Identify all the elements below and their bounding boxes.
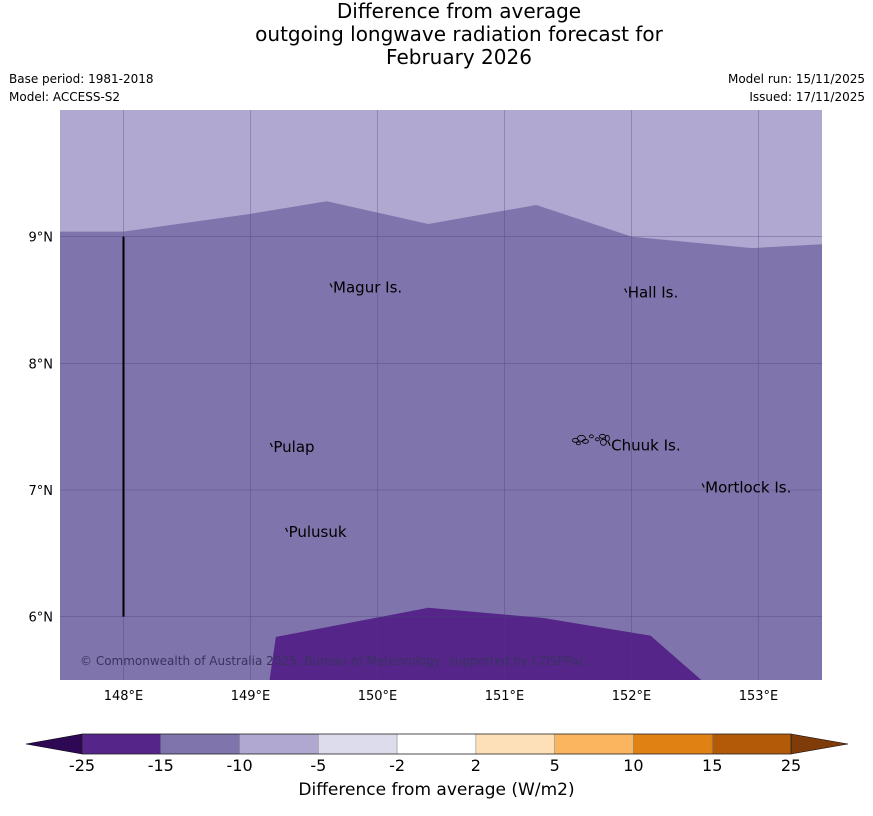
island-7 (605, 434, 610, 442)
map-plot-area: © Commonwealth of Australia 2025, Bureau… (29, 110, 822, 704)
issued-date: Issued: 17/11/2025 (749, 90, 865, 104)
colorbar-tick-5: 2 (471, 756, 481, 775)
title-line-2: outgoing longwave radiation forecast for (255, 22, 663, 46)
colorbar-tick-3: -5 (310, 756, 326, 775)
colorbar-tick-2: -10 (226, 756, 252, 775)
colorbar-tick-1: -15 (148, 756, 174, 775)
lon-tick-label-0: 148°E (104, 689, 144, 704)
colorbar-tick-0: -25 (69, 756, 95, 775)
colorbar-tick-9: 25 (781, 756, 801, 775)
island-mark-3 (607, 441, 611, 447)
lon-tick-label-5: 153°E (739, 689, 779, 704)
lon-tick-label-4: 152°E (612, 689, 652, 704)
colorbar-segment-0 (81, 733, 162, 755)
model-run: Model run: 15/11/2025 (727, 72, 865, 86)
colorbar-segment-7 (633, 733, 713, 755)
island-2 (582, 438, 589, 444)
map-canvas: © Commonwealth of Australia 2025, Bureau… (25, 110, 849, 775)
meta-left: Base period: 1981-2018 Model: ACCESS-S2 (9, 70, 154, 106)
island-8 (576, 441, 581, 446)
island-mark-4 (701, 483, 705, 488)
colorbar-extend-high (790, 733, 849, 755)
chuuk-islands-outline (572, 433, 610, 446)
meta-right: Model run: 15/11/2025 Issued: 17/11/2025 (728, 70, 865, 106)
island-6 (600, 438, 607, 446)
island-mark-5 (285, 527, 289, 533)
model-name: Model: ACCESS-S2 (9, 90, 121, 104)
colorbar-segment-2 (239, 733, 319, 755)
colorbar-segment-8 (711, 733, 792, 755)
colorbar-tick-8: 15 (702, 756, 722, 775)
lat-tick-label-0: 9°N (29, 231, 54, 246)
colorbar-segment-5 (475, 733, 555, 755)
lon-tick-label-1: 149°E (231, 689, 271, 704)
copyright-text: © Commonwealth of Australia 2025, Bureau… (80, 654, 585, 668)
lat-tick-label-3: 6°N (29, 611, 54, 626)
colorbar-segment-4 (396, 733, 477, 755)
place-label-0: Magur Is. (333, 278, 402, 296)
place-label-4: Mortlock Is. (705, 479, 791, 497)
island-mark-2 (269, 442, 273, 448)
place-label-2: Pulap (273, 438, 314, 456)
place-label-3: Chuuk Is. (611, 437, 680, 455)
chart-title: Difference from average outgoing longwav… (0, 0, 873, 69)
colorbar-segment-6 (554, 733, 634, 755)
title-line-1: Difference from average (336, 0, 582, 23)
title-line-3: February 2026 (386, 45, 532, 69)
colorbar-tick-4: -2 (389, 756, 405, 775)
island-3 (589, 434, 594, 439)
island-mark-1 (624, 288, 628, 293)
island-mark-0 (329, 283, 333, 288)
lon-tick-label-3: 151°E (485, 689, 525, 704)
lat-tick-label-2: 7°N (29, 484, 54, 499)
place-label-5: Pulusuk (289, 523, 347, 541)
base-period: Base period: 1981-2018 (9, 72, 154, 86)
island-1 (577, 434, 586, 442)
band-medium-purple (60, 201, 822, 680)
colorbar-segment-3 (318, 733, 398, 755)
colorbar: -25 -15 -10 -5 -2 2 5 10 15 25 (25, 733, 849, 775)
colorbar-frame (81, 733, 792, 755)
colorbar-tick-6: 5 (550, 756, 560, 775)
lon-tick-label-2: 150°E (358, 689, 398, 704)
colorbar-segment-1 (160, 733, 240, 755)
island-4 (595, 437, 600, 442)
lat-tick-label-1: 8°N (29, 357, 54, 372)
colorbar-tick-7: 10 (623, 756, 643, 775)
colorbar-label: Difference from average (W/m2) (298, 780, 575, 800)
place-label-1: Hall Is. (628, 283, 679, 301)
colorbar-extend-low (25, 733, 83, 755)
